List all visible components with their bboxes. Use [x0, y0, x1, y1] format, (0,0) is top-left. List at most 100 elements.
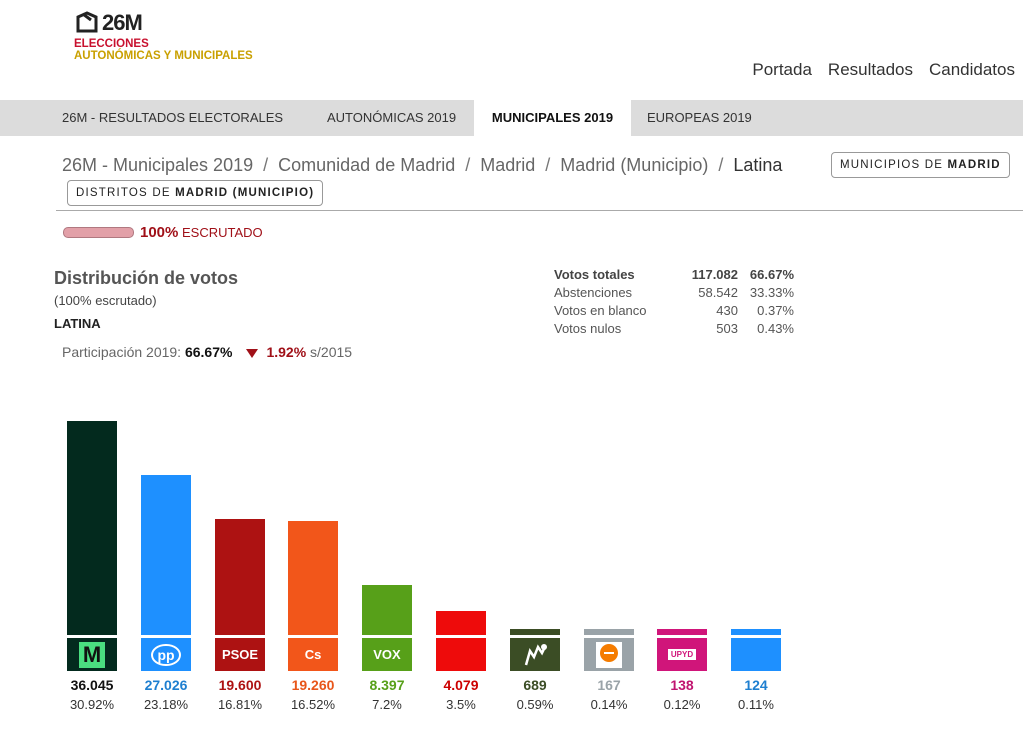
progress-text: ESCRUTADO — [182, 225, 263, 240]
bar-votes-label: 167 — [597, 677, 621, 693]
divider — [56, 210, 1023, 211]
stats-value: 503 — [716, 321, 738, 336]
stats-row: Votos en blanco 430 0.37% — [554, 302, 794, 320]
party-logo-text: Cs — [304, 647, 322, 662]
logo-number: 26M — [102, 10, 143, 35]
section-subtitle: (100% escrutado) — [54, 293, 157, 308]
participation-change-suffix: s/2015 — [310, 344, 353, 360]
municipios-button-name: MADRID — [947, 159, 1001, 171]
bar-percent-label: 0.11% — [738, 697, 774, 712]
bar-percent-label: 3.5% — [446, 697, 476, 712]
party-logo-text: pp — [151, 643, 181, 666]
vote-stats: Votos totales 117.082 66.67% Abstenciones 5… — [554, 266, 794, 338]
pp-logo: pp — [141, 638, 191, 671]
party-logo-text: M — [78, 641, 106, 668]
municipios-button-prefix: MUNICIPIOS DE — [840, 159, 948, 171]
chart-bar — [510, 629, 560, 635]
down-arrow-icon — [246, 348, 259, 358]
party-logo-text: UPYD — [667, 649, 697, 660]
stats-pct: 0.43% — [757, 321, 794, 336]
party-logo — [436, 638, 486, 671]
top-nav: Portada Resultados Candidatos — [752, 60, 1015, 80]
ballot-box-icon — [76, 11, 98, 33]
tab-resultados-electorales[interactable]: 26M - RESULTADOS ELECTORALES — [62, 110, 284, 125]
chart-bar — [731, 629, 781, 635]
upyd-logo: UPYD — [657, 638, 707, 671]
chart-bar — [141, 475, 191, 635]
chart-bar — [215, 519, 265, 635]
stats-value: 58.542 — [698, 285, 738, 300]
bar-percent-label: 16.52% — [290, 697, 336, 712]
logo[interactable]: 26M ELECCIONES AUTONÓMICAS Y MUNICIPALES — [74, 10, 253, 62]
party-logo-text: PSOE — [221, 647, 259, 662]
progress-label: 100% ESCRUTADO — [140, 224, 263, 241]
bar-percent-label: 0.14% — [590, 697, 628, 712]
bar-percent-label: 7.2% — [372, 697, 402, 712]
pacma-figure-icon — [524, 643, 547, 665]
tab-municipales[interactable]: MUNICIPALES 2019 — [474, 100, 631, 136]
chart-bar — [362, 585, 412, 635]
stats-pct: 66.67% — [749, 267, 794, 282]
stats-row: Votos totales 117.082 66.67% — [554, 266, 794, 284]
nav-candidatos[interactable]: Candidatos — [928, 60, 1015, 79]
chart-bar — [436, 611, 486, 635]
psoe-logo: PSOE — [215, 638, 265, 671]
distritos-button-prefix: DISTRITOS DE — [76, 187, 176, 199]
participation-value: 66.67% — [184, 344, 233, 360]
logo-line2: AUTONÓMICAS Y MUNICIPALES — [74, 50, 253, 62]
section-title: Distribución de votos — [54, 268, 239, 288]
vox-logo: VOX — [362, 638, 412, 671]
nav-portada[interactable]: Portada — [752, 60, 812, 79]
breadcrumb-municipales[interactable]: 26M - Municipales 2019 — [62, 155, 254, 175]
bar-percent-label: 16.81% — [217, 697, 263, 712]
nav-resultados[interactable]: Resultados — [827, 60, 913, 79]
stats-row: Votos nulos 503 0.43% — [554, 320, 794, 338]
municipios-button[interactable]: MUNICIPIOS DE MADRID — [831, 152, 1010, 178]
stats-row: Abstenciones 58.542 33.33% — [554, 284, 794, 302]
distritos-button[interactable]: DISTRITOS DE MADRID (MUNICIPIO) — [67, 180, 324, 206]
breadcrumb-current: Latina — [733, 155, 783, 175]
participation-change: 1.92% — [266, 344, 307, 360]
party-logo-text: VOX — [373, 647, 401, 662]
tab-autonomicas[interactable]: AUTONÓMICAS 2019 — [327, 110, 457, 125]
chart-bar — [288, 521, 338, 635]
stats-label: Votos en blanco — [554, 303, 647, 318]
bar-votes-label: 138 — [670, 677, 694, 693]
stats-label: Abstenciones — [554, 285, 633, 300]
chart-bar — [584, 629, 634, 635]
stats-value: 117.082 — [691, 267, 738, 282]
bar-percent-label: 23.18% — [143, 697, 189, 712]
chart-bar — [657, 629, 707, 635]
cs-logo: Cs — [288, 638, 338, 671]
bar-votes-label: 4.079 — [443, 677, 479, 693]
stats-label: Votos nulos — [554, 321, 622, 336]
stats-label: Votos totales — [554, 267, 635, 282]
bar-percent-label: 30.92% — [69, 697, 115, 712]
stats-value: 430 — [716, 303, 738, 318]
tab-europeas[interactable]: EUROPEAS 2019 — [647, 110, 752, 125]
chart-bar — [67, 421, 117, 635]
pacma-logo — [510, 638, 560, 671]
bar-percent-label: 0.59% — [516, 697, 554, 712]
stats-pct: 0.37% — [757, 303, 794, 318]
section-tabs: 26M - RESULTADOS ELECTORALES AUTONÓMICAS… — [0, 100, 1023, 136]
bar-votes-label: 689 — [523, 677, 547, 693]
breadcrumb-provincia[interactable]: Madrid — [480, 155, 536, 175]
party-circle-icon — [596, 641, 622, 668]
participation-label: Participación 2019: — [62, 344, 182, 360]
breadcrumb-comunidad[interactable]: Comunidad de Madrid — [278, 155, 456, 175]
bar-votes-label: 124 — [744, 677, 768, 693]
bar-votes-label: 8.397 — [369, 677, 405, 693]
mas-madrid-logo: M — [67, 638, 117, 671]
bar-votes-label: 19.260 — [291, 677, 335, 693]
breadcrumb-municipio[interactable]: Madrid (Municipio) — [560, 155, 709, 175]
bar-votes-label: 36.045 — [70, 677, 114, 693]
participation: Participación 2019: 66.67% 1.92% s/2015 — [62, 344, 352, 360]
bar-percent-label: 0.12% — [663, 697, 701, 712]
progress-percent: 100% — [140, 224, 179, 241]
distritos-button-name: MADRID (MUNICIPIO) — [175, 187, 315, 199]
area-name: LATINA — [54, 316, 101, 331]
stats-pct: 33.33% — [749, 285, 794, 300]
party-logo — [731, 638, 781, 671]
party-logo — [584, 638, 634, 671]
